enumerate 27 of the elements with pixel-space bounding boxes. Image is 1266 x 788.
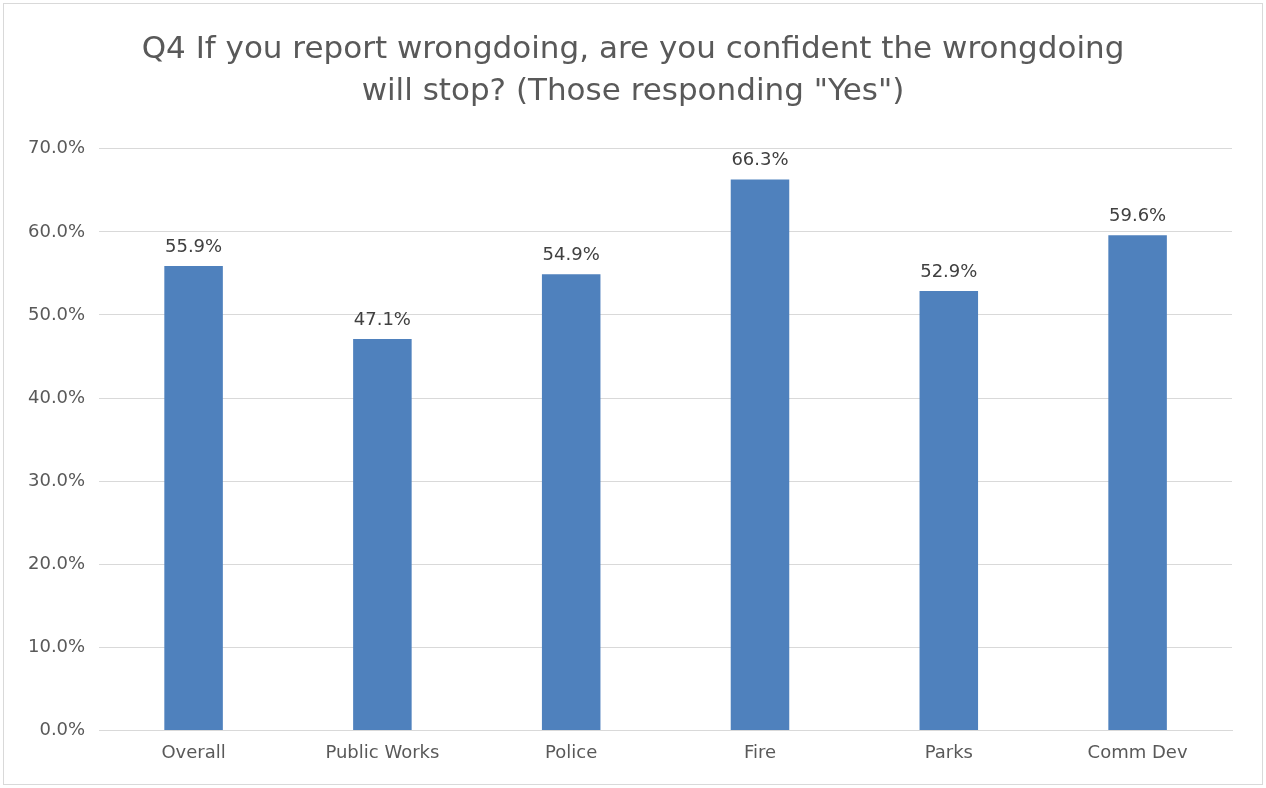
y-tick-label: 30.0% — [27, 468, 86, 490]
y-tick-label: 70.0% — [27, 136, 86, 158]
bar — [541, 274, 601, 730]
y-tick-label: 60.0% — [27, 219, 86, 241]
x-tick-label: Comm Dev — [1087, 740, 1188, 762]
y-tick-label: 0.0% — [39, 718, 86, 740]
y-tick-label: 50.0% — [27, 302, 86, 324]
bar — [164, 265, 223, 730]
x-tick-label: Fire — [743, 740, 777, 762]
y-tick-label: 10.0% — [27, 634, 86, 656]
data-label: 54.9% — [542, 242, 600, 264]
x-tick-label: Parks — [924, 740, 973, 762]
data-label: 47.1% — [353, 307, 411, 329]
data-label: 59.6% — [1109, 203, 1167, 225]
data-label: 66.3% — [731, 148, 789, 170]
bar — [353, 339, 412, 730]
x-tick-label: Public Works — [325, 740, 440, 762]
data-label: 52.9% — [920, 259, 978, 281]
y-tick-label: 20.0% — [27, 551, 86, 573]
bar — [919, 290, 979, 730]
x-tick-label: Police — [545, 740, 598, 762]
y-tick-label: 40.0% — [27, 385, 86, 407]
chart-title: Q4 If you report wrongdoing, are you confident the wrongdoing will stop? (Those responding "Yes") — [140, 28, 1126, 109]
bar — [1108, 235, 1167, 730]
x-tick-label: Overall — [161, 740, 226, 762]
data-label: 55.9% — [164, 234, 223, 256]
bar — [730, 179, 790, 730]
